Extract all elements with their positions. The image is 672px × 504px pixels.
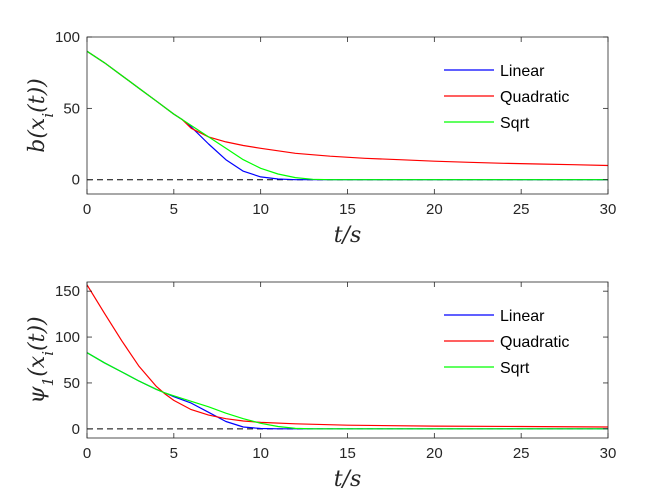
x-tick-label: 5 xyxy=(170,445,178,462)
y-tick-label: 50 xyxy=(63,375,80,392)
legend-label-quadratic: Quadratic xyxy=(500,334,569,351)
x-tick-label: 25 xyxy=(513,445,530,462)
x-tick-label: 15 xyxy=(339,201,356,218)
y-tick-label: 0 xyxy=(72,421,80,438)
x-axis-label: t/s xyxy=(334,467,362,492)
y-axis-label: ψ1(xi(t)) xyxy=(25,316,57,403)
top-subplot: 0 5 10 15 20 25 30 0 50 100 t/s b(xi(t)) Linear Quadr… xyxy=(25,29,616,248)
legend: Linear Quadratic Sqrt xyxy=(444,308,569,377)
x-axis-label: t/s xyxy=(334,223,362,248)
x-tick-label: 5 xyxy=(170,201,178,218)
x-tick-label: 30 xyxy=(600,445,617,462)
x-tick-label: 10 xyxy=(252,201,269,218)
legend-label-sqrt: Sqrt xyxy=(500,115,530,132)
y-tick-label: 0 xyxy=(72,172,80,189)
series-group xyxy=(87,50,608,181)
legend-label-linear: Linear xyxy=(500,63,545,80)
bottom-subplot: 0 5 10 15 20 25 30 0 50 100 150 t/s ψ1(xi(t)) Linear Q… xyxy=(25,281,617,492)
legend-label-linear: Linear xyxy=(500,308,545,325)
y-axis-label: b(xi(t)) xyxy=(25,78,57,152)
x-tick-label: 15 xyxy=(339,445,356,462)
y-tick-label: 50 xyxy=(63,100,80,117)
y-tick-label: 100 xyxy=(55,329,80,346)
x-tick-label: 0 xyxy=(83,445,91,462)
x-tick-label: 10 xyxy=(252,445,269,462)
legend: Linear Quadratic Sqrt xyxy=(444,63,569,132)
x-tick-label: 25 xyxy=(513,201,530,218)
x-tick-label: 0 xyxy=(83,201,91,218)
x-tick-label: 20 xyxy=(426,201,443,218)
legend-label-quadratic: Quadratic xyxy=(500,89,569,106)
series-line-quadratic xyxy=(87,284,608,428)
legend-label-sqrt: Sqrt xyxy=(500,360,530,377)
x-tick-label: 20 xyxy=(426,445,443,462)
series-line-sqrt xyxy=(87,50,608,181)
y-tick-label: 100 xyxy=(55,29,80,46)
x-tick-label: 30 xyxy=(600,201,617,218)
series-line-sqrt xyxy=(87,352,608,430)
series-group xyxy=(87,284,608,430)
y-tick-label: 150 xyxy=(55,283,80,300)
